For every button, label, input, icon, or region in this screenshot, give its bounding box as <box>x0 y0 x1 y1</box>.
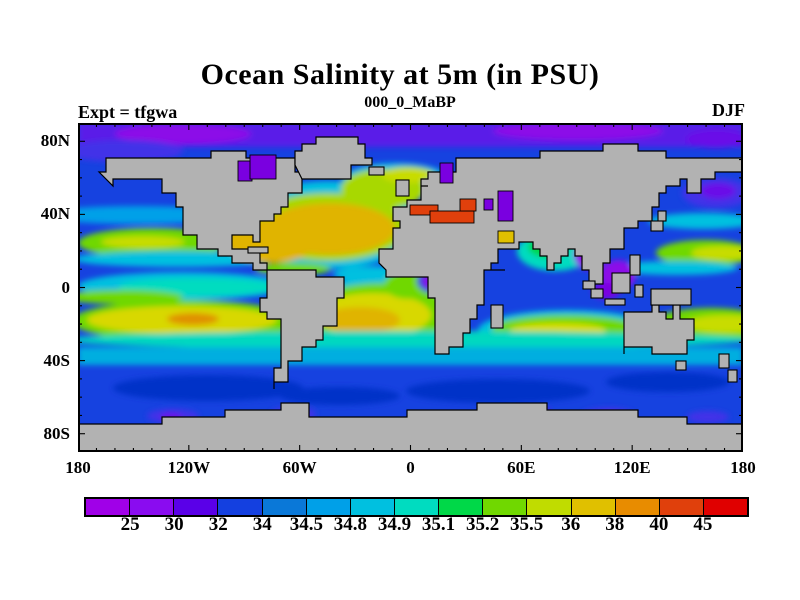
run-subtitle: 000_0_MaBP <box>364 94 456 111</box>
axis-ticks <box>77 123 744 452</box>
experiment-label: Expt = tfgwa <box>78 102 178 122</box>
y-tick-label: 40N <box>40 204 70 224</box>
colorbar-segment <box>439 499 484 515</box>
x-tick-label: 120E <box>613 458 651 477</box>
y-tick-label: 80N <box>40 131 70 151</box>
x-tick-label: 60W <box>282 458 317 477</box>
y-tick-label: 80S <box>43 423 70 443</box>
colorbar-segment <box>350 499 395 515</box>
colorbar-segment <box>86 499 131 515</box>
colorbar-segment <box>703 499 748 515</box>
colorbar-label: 34 <box>252 514 272 535</box>
colorbar-segment <box>306 499 351 515</box>
colorbar-segment <box>615 499 660 515</box>
colorbar-label: 35.5 <box>510 514 544 535</box>
x-tick-label: 60E <box>507 458 536 477</box>
colorbar-label: 34.9 <box>377 514 412 535</box>
colorbar-segment <box>174 499 219 515</box>
landmasses <box>78 136 743 452</box>
x-tick-label: 0 <box>406 458 415 477</box>
colorbar-segment <box>130 499 175 515</box>
inland-seas <box>237 154 515 244</box>
colorbar <box>84 497 749 517</box>
colorbar-segment <box>394 499 440 515</box>
colorbar-label: 35.2 <box>465 514 500 535</box>
y-tick-label: 0 <box>61 277 71 297</box>
colorbar-label: 30 <box>164 514 184 535</box>
colorbar-label: 36 <box>561 514 581 535</box>
colorbar-segment <box>527 499 572 515</box>
colorbar-segment <box>483 499 528 515</box>
colorbar-label: 35.1 <box>421 514 456 535</box>
colorbar-segment <box>659 499 704 515</box>
x-tick-label: 180 <box>730 458 756 477</box>
salinity-map-canvas <box>77 123 744 452</box>
colorbar-segment <box>262 499 307 515</box>
x-tick-label: 120W <box>167 458 211 477</box>
colorbar-label: 25 <box>120 514 140 535</box>
page-title: Ocean Salinity at 5m (in PSU) <box>200 58 600 91</box>
colorbar-label: 34.5 <box>289 514 323 535</box>
x-tick-label: 180 <box>65 458 91 477</box>
colorbar-label: 32 <box>208 514 228 535</box>
colorbar-label: 34.8 <box>333 514 368 535</box>
colorbar-segment <box>571 499 616 515</box>
colorbar-segment <box>218 499 263 515</box>
salinity-map <box>77 123 744 452</box>
colorbar-label: 40 <box>649 514 669 535</box>
season-label: DJF <box>712 100 745 120</box>
y-tick-label: 40S <box>43 350 70 370</box>
colorbar-label: 38 <box>605 514 625 535</box>
colorbar-label: 45 <box>693 514 713 535</box>
